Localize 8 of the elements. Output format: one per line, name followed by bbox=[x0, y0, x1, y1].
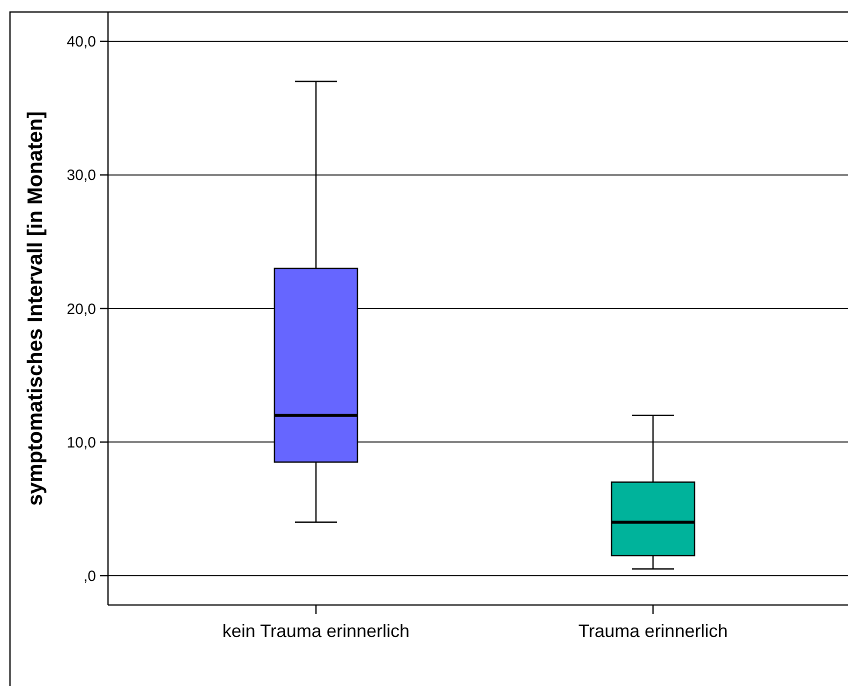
y-tick-label: 30,0 bbox=[66, 167, 96, 184]
x-tick-label: kein Trauma erinnerlich bbox=[222, 621, 410, 641]
y-axis-title: symptomatisches Intervall [in Monaten] bbox=[24, 111, 47, 506]
y-tick-label: 40,0 bbox=[66, 34, 96, 51]
y-tick-label: ,0 bbox=[83, 568, 96, 585]
y-tick-label: 20,0 bbox=[66, 300, 96, 318]
x-tick-label: Trauma erinnerlich bbox=[578, 621, 728, 641]
y-tick-label: 10,0 bbox=[66, 434, 96, 452]
